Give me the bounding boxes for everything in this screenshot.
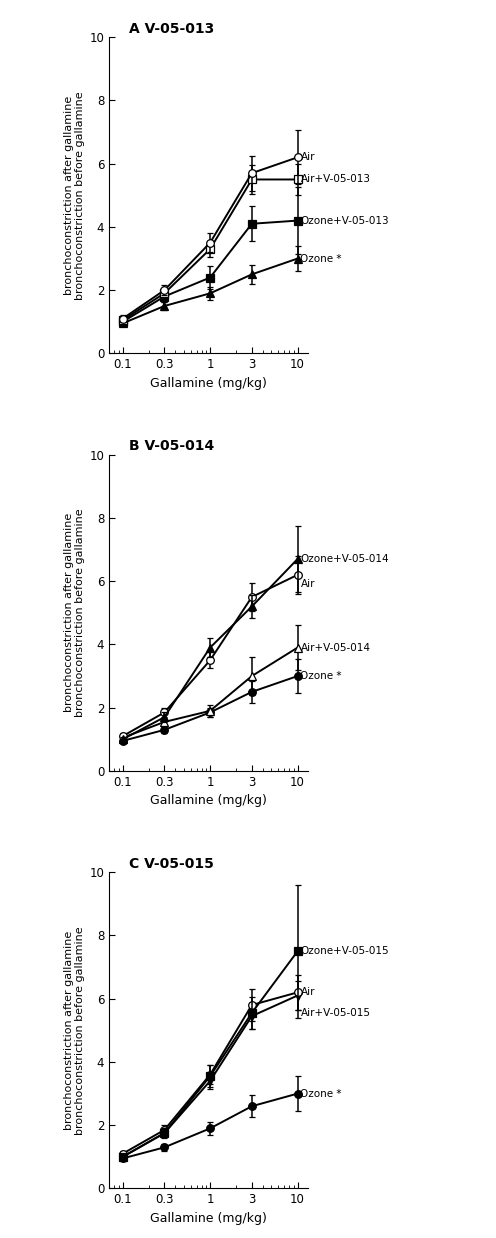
Text: Air: Air <box>301 988 315 998</box>
Text: Ozone+V-05-015: Ozone+V-05-015 <box>301 946 389 956</box>
Text: A V-05-013: A V-05-013 <box>129 22 214 36</box>
Text: Ozone *: Ozone * <box>301 254 342 264</box>
Text: Ozone+V-05-013: Ozone+V-05-013 <box>301 215 389 225</box>
Y-axis label: bronchoconstriction after gallamine
bronchoconstriction before gallamine: bronchoconstriction after gallamine bron… <box>63 509 85 717</box>
X-axis label: Gallamine (mg/kg): Gallamine (mg/kg) <box>150 376 267 390</box>
Text: B V-05-014: B V-05-014 <box>129 439 214 453</box>
Y-axis label: bronchoconstriction after gallamine
bronchoconstriction before gallamine: bronchoconstriction after gallamine bron… <box>63 90 85 300</box>
X-axis label: Gallamine (mg/kg): Gallamine (mg/kg) <box>150 795 267 807</box>
Text: Ozone *: Ozone * <box>301 1088 342 1098</box>
Text: Ozone+V-05-014: Ozone+V-05-014 <box>301 555 389 565</box>
X-axis label: Gallamine (mg/kg): Gallamine (mg/kg) <box>150 1212 267 1224</box>
Text: Air+V-05-013: Air+V-05-013 <box>301 175 371 184</box>
Text: Air+V-05-015: Air+V-05-015 <box>301 1008 371 1018</box>
Text: Air: Air <box>301 579 315 589</box>
Text: C V-05-015: C V-05-015 <box>129 857 214 872</box>
Text: Air: Air <box>301 152 315 162</box>
Text: Air+V-05-014: Air+V-05-014 <box>301 643 371 652</box>
Text: Ozone *: Ozone * <box>301 671 342 681</box>
Y-axis label: bronchoconstriction after gallamine
bronchoconstriction before gallamine: bronchoconstriction after gallamine bron… <box>63 926 85 1135</box>
